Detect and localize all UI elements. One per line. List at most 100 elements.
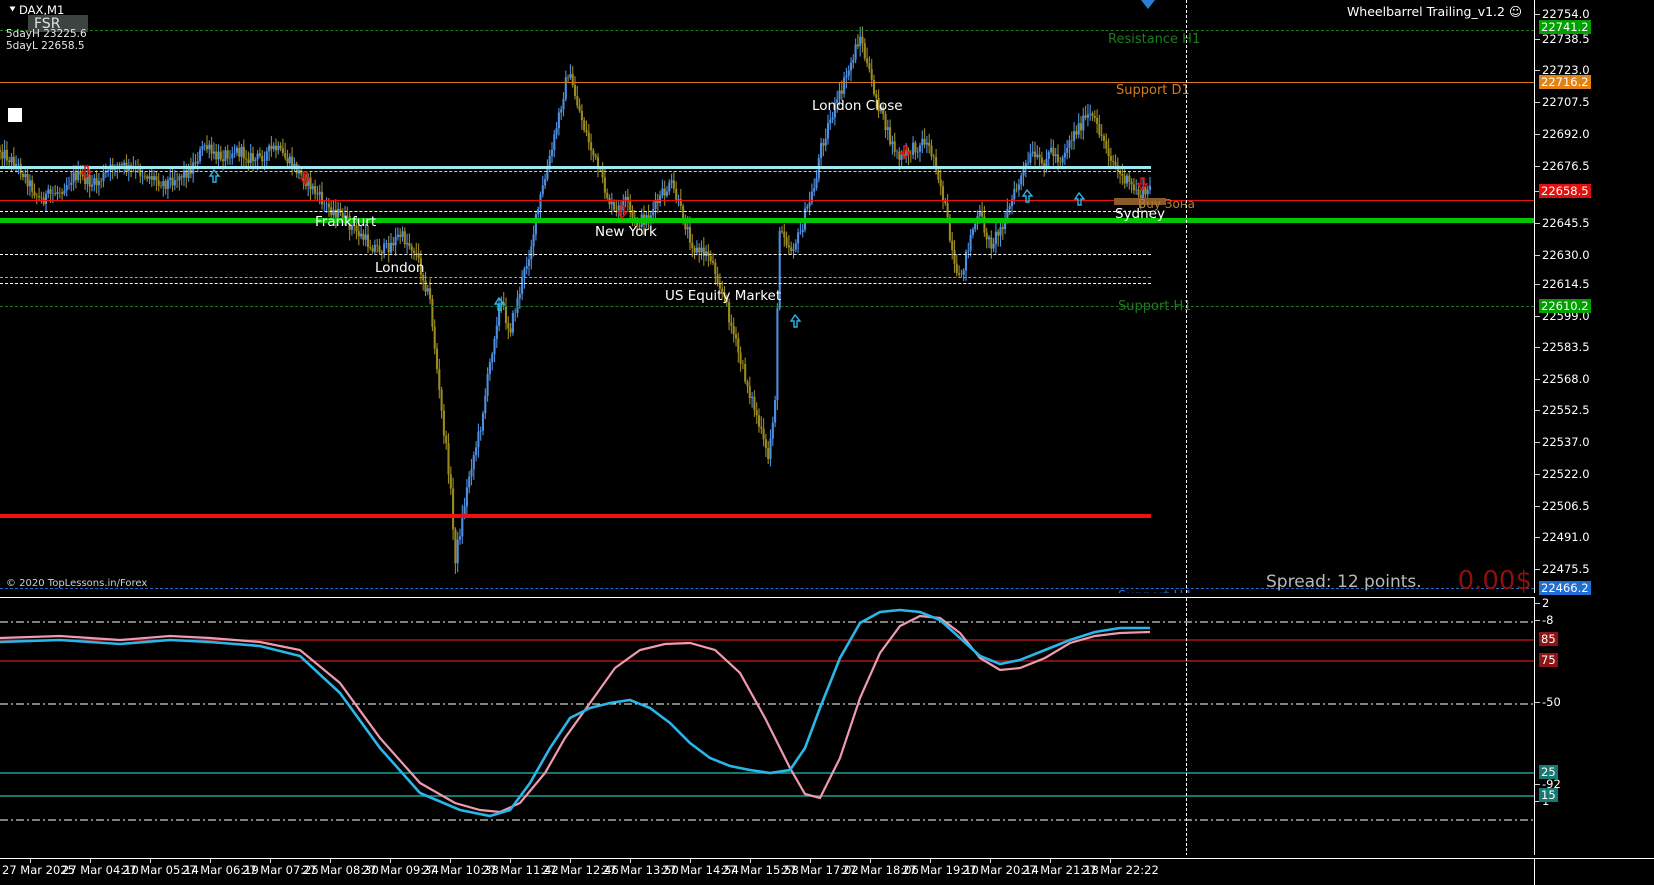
candlestick-series — [0, 26, 1152, 574]
price-tick-label: 22645.5 — [1542, 216, 1590, 230]
price-scale[interactable]: 22754.0 22738.5 22723.0 22707.5 22692.0 22676… — [1534, 0, 1654, 595]
time-axis-tick — [1050, 859, 1051, 863]
label-support-h4: Support H4 — [1118, 589, 1192, 593]
collapse-triangle-icon[interactable] — [9, 6, 16, 12]
axis-corner — [1534, 858, 1654, 885]
object-line-cyan — [0, 166, 1151, 169]
label-support-h1: Support H1 — [1118, 299, 1192, 314]
price-tick-label: 22738.5 — [1542, 32, 1590, 46]
price-tick-label: 22522.0 — [1542, 467, 1590, 481]
time-axis-label: 27 Mar 19:10 — [902, 863, 979, 877]
time-axis-label: 27 Mar 22:22 — [1082, 863, 1159, 877]
five-day-high: 5dayH 23225.6 — [6, 28, 87, 40]
crosshair-vertical-line — [1186, 0, 1187, 593]
time-axis-tick — [330, 859, 331, 863]
time-axis-tick — [150, 859, 151, 863]
indicator-tick-label: -8 — [1542, 613, 1554, 627]
price-tick-label: 22583.5 — [1542, 340, 1590, 354]
time-axis-label: 27 Mar 18:06 — [842, 863, 919, 877]
label-support-d1: Support D1 — [1116, 83, 1190, 98]
time-axis-tick — [570, 859, 571, 863]
price-tag-support-h1: 22610.2 — [1539, 299, 1591, 313]
time-axis-tick — [510, 859, 511, 863]
price-tick-label: 22537.0 — [1542, 435, 1590, 449]
time-axis[interactable]: 27 Mar 2025 27 Mar 04:10 27 Mar 05:14 27 Ma… — [0, 858, 1534, 885]
indicator-tick-label: -92 — [1542, 777, 1561, 791]
ind-level-25: 25 — [1539, 765, 1558, 779]
time-axis-tick — [690, 859, 691, 863]
time-axis-tick — [1110, 859, 1111, 863]
time-axis-label: 27 Mar 13:50 — [602, 863, 679, 877]
time-axis-label: 27 Mar 12:46 — [542, 863, 619, 877]
time-axis-tick — [90, 859, 91, 863]
level-line-support-d1 — [0, 82, 1534, 83]
time-axis-label: 27 Mar 08:30 — [302, 863, 379, 877]
time-axis-tick — [630, 859, 631, 863]
price-tick-label: 22568.0 — [1542, 372, 1590, 386]
copyright-text: © 2020 TopLessons.in/Forex — [6, 578, 148, 589]
time-axis-label: 27 Mar 14:54 — [662, 863, 739, 877]
time-axis-label: 27 Mar 21:18 — [1022, 863, 1099, 877]
spread-text: Spread: 12 points. — [1266, 572, 1422, 592]
time-axis-label: 27 Mar 15:58 — [722, 863, 799, 877]
time-axis-label: 27 Mar 05:14 — [122, 863, 199, 877]
level-line-support-h1 — [0, 306, 1534, 307]
ind-level-75: 75 — [1539, 653, 1558, 667]
label-session-us-equity-market: US Equity Market — [665, 288, 782, 304]
time-axis-tick — [930, 859, 931, 863]
chart-markers — [80, 145, 1149, 328]
label-session-london: London — [375, 260, 425, 276]
ea-name-label: Wheelbarrel Trailing_v1.2 ☺ — [1346, 4, 1522, 19]
main-chart-pane[interactable]: Resistance H1 Support D1 Support H1 Supp… — [0, 0, 1534, 593]
time-axis-label: 27 Mar 07:25 — [242, 863, 319, 877]
time-axis-label: 27 Mar 06:19 — [182, 863, 259, 877]
symbol-timeframe[interactable]: DAX,M1 — [9, 3, 64, 17]
time-axis-label: 27 Mar 20:14 — [962, 863, 1039, 877]
fsr-label: FSR — [34, 16, 61, 32]
price-tick-label: 22630.0 — [1542, 248, 1590, 262]
time-axis-label: 27 Mar 04:10 — [62, 863, 139, 877]
price-tick-label: 22723.0 — [1542, 63, 1590, 77]
time-axis-label: 27 Mar 2025 — [2, 863, 75, 877]
time-axis-tick — [810, 859, 811, 863]
fsr-badge: FSR — [28, 15, 88, 32]
price-tick-label: 22552.5 — [1542, 403, 1590, 417]
label-session-frankfurt: Frankfurt — [315, 214, 377, 230]
white-marker-box — [8, 108, 22, 122]
price-tag-support-h4: 22466.2 — [1539, 581, 1591, 595]
level-line-support-h4 — [0, 588, 1534, 589]
price-tag-bid: 22658.5 — [1539, 184, 1591, 198]
label-session-sydney: Sydney — [1115, 206, 1165, 222]
five-day-low: 5dayL 22658.5 — [6, 40, 85, 52]
price-tick-label: 22692.0 — [1542, 127, 1590, 141]
price-tick-label: 22506.5 — [1542, 499, 1590, 513]
time-axis-tick — [390, 859, 391, 863]
object-line-red-lower — [0, 514, 1151, 518]
time-axis-label: 27 Mar 17:02 — [782, 863, 859, 877]
object-line-green-thick — [0, 218, 1534, 223]
indicator-tick-label: 2 — [1542, 596, 1550, 610]
price-tick-label: 22614.5 — [1542, 277, 1590, 291]
time-axis-tick — [450, 859, 451, 863]
buy-zone-rectangle — [1114, 198, 1166, 205]
price-tick-label: 22491.0 — [1542, 530, 1590, 544]
ind-level-15: 15 — [1539, 788, 1558, 802]
indicator-tick-label: -50 — [1542, 695, 1561, 709]
time-axis-label: 27 Mar 11:42 — [482, 863, 559, 877]
price-tick-label: 22475.5 — [1542, 562, 1590, 576]
price-tag-support-d1: 22716.2 — [1539, 75, 1591, 89]
label-session-london-close: London Close — [812, 98, 903, 114]
object-line-yellow-dash — [0, 171, 1151, 172]
object-line-white-dashdot-2 — [0, 254, 1151, 255]
indicator-series — [0, 608, 1534, 821]
price-tag-resistance: 22741.2 — [1539, 20, 1591, 34]
time-axis-tick — [210, 859, 211, 863]
profit-amount: 0.00$ — [1457, 566, 1532, 596]
label-buy-zone: Buy Зона — [1138, 197, 1195, 211]
price-tick-label: 22707.5 — [1542, 95, 1590, 109]
time-axis-label: 27 Mar 10:38 — [422, 863, 499, 877]
indicator-pane[interactable] — [0, 597, 1534, 855]
price-tick-label: 22676.5 — [1542, 159, 1590, 173]
time-axis-tick — [270, 859, 271, 863]
